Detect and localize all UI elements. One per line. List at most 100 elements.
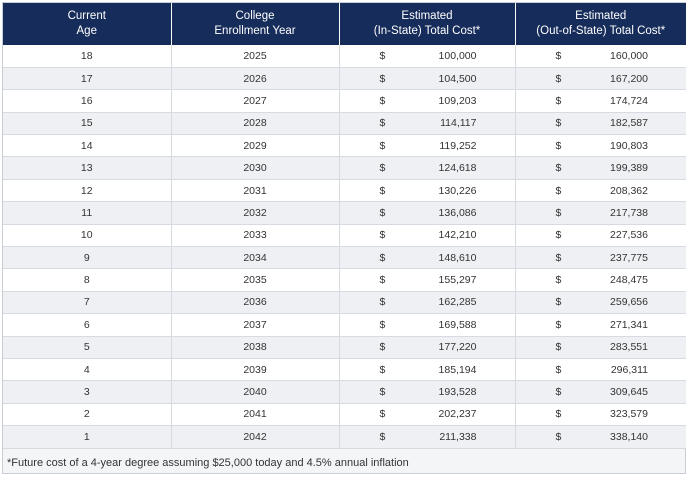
table-header: Current Age College Enrollment Year Esti…	[3, 3, 686, 45]
cost-amount: 160,000	[610, 49, 648, 62]
cell-in-state-cost: $130,226	[339, 179, 516, 203]
cell-enrollment-year: 2031	[171, 179, 340, 203]
table-row: 15 2028 $114,117 $182,587	[3, 112, 686, 136]
currency-symbol: $	[379, 206, 386, 219]
cost-amount: 227,536	[610, 229, 648, 242]
cell-in-state-cost: $136,086	[339, 201, 516, 225]
currency-symbol: $	[555, 162, 562, 175]
cost-amount: 237,775	[610, 251, 648, 264]
cell-enrollment-year: 2033	[171, 224, 340, 248]
cost-amount: 100,000	[438, 49, 477, 62]
cell-in-state-cost: $148,610	[339, 246, 516, 270]
cost-amount: 296,311	[610, 363, 648, 376]
cell-current-age: 8	[3, 268, 172, 292]
cost-amount: 283,551	[610, 341, 648, 354]
currency-symbol: $	[379, 341, 386, 354]
currency-symbol: $	[555, 117, 562, 130]
header-current-age-line2: Age	[76, 25, 97, 37]
cost-amount: 142,210	[438, 229, 477, 242]
cell-out-of-state-cost: $237,775	[515, 246, 686, 270]
header-enrollment-year-line2: Enrollment Year	[214, 25, 296, 37]
currency-symbol: $	[379, 229, 386, 242]
header-in-state-cost-line1: Estimated	[401, 10, 453, 22]
table-body: 18 2025 $100,000 $160,000 17 2026 $104,500 $167…	[3, 45, 686, 449]
currency-symbol: $	[379, 318, 386, 331]
currency-symbol: $	[379, 184, 386, 197]
cost-amount: 185,194	[438, 363, 477, 376]
currency-symbol: $	[379, 408, 386, 421]
cost-amount: 109,203	[438, 94, 477, 107]
cell-out-of-state-cost: $217,738	[515, 201, 686, 225]
cost-amount: 271,341	[610, 318, 648, 331]
header-out-of-state-cost-line1: Estimated	[575, 10, 627, 22]
college-cost-table: Current Age College Enrollment Year Esti…	[3, 3, 686, 449]
cell-current-age: 11	[3, 201, 172, 225]
cost-amount: 202,237	[438, 408, 477, 421]
currency-symbol: $	[379, 139, 386, 152]
cost-amount: 259,656	[610, 296, 648, 309]
table-row: 4 2039 $185,194 $296,311	[3, 358, 686, 382]
cell-in-state-cost: $162,285	[339, 291, 516, 315]
currency-symbol: $	[555, 408, 562, 421]
cost-amount: 124,618	[438, 162, 477, 175]
cell-in-state-cost: $169,588	[339, 313, 516, 337]
cost-amount: 323,579	[610, 408, 648, 421]
cell-enrollment-year: 2026	[171, 67, 340, 91]
cell-enrollment-year: 2027	[171, 89, 340, 113]
currency-symbol: $	[555, 386, 562, 399]
currency-symbol: $	[555, 184, 562, 197]
cell-out-of-state-cost: $309,645	[515, 380, 686, 404]
table-row: 11 2032 $136,086 $217,738	[3, 201, 686, 225]
cell-current-age: 14	[3, 134, 172, 158]
currency-symbol: $	[555, 251, 562, 264]
table-row: 1 2042 $211,338 $338,140	[3, 425, 686, 449]
cell-current-age: 18	[3, 45, 172, 68]
cell-in-state-cost: $100,000	[339, 45, 516, 68]
cell-in-state-cost: $119,252	[339, 134, 516, 158]
cell-enrollment-year: 2035	[171, 268, 340, 292]
cost-amount: 182,587	[610, 117, 648, 130]
cell-enrollment-year: 2030	[171, 156, 340, 180]
cell-current-age: 1	[3, 425, 172, 449]
cell-current-age: 7	[3, 291, 172, 315]
cell-out-of-state-cost: $182,587	[515, 112, 686, 136]
currency-symbol: $	[379, 94, 386, 107]
currency-symbol: $	[379, 251, 386, 264]
cost-amount: 208,362	[610, 184, 648, 197]
cell-enrollment-year: 2025	[171, 45, 340, 68]
table-row: 9 2034 $148,610 $237,775	[3, 246, 686, 270]
cell-in-state-cost: $202,237	[339, 403, 516, 427]
cell-current-age: 10	[3, 224, 172, 248]
table-row: 18 2025 $100,000 $160,000	[3, 45, 686, 68]
currency-symbol: $	[555, 341, 562, 354]
cost-amount: 193,528	[438, 386, 477, 399]
table-row: 13 2030 $124,618 $199,389	[3, 156, 686, 180]
cell-enrollment-year: 2032	[171, 201, 340, 225]
cell-current-age: 17	[3, 67, 172, 91]
cost-amount: 148,610	[438, 251, 477, 264]
currency-symbol: $	[555, 72, 562, 85]
table-row: 12 2031 $130,226 $208,362	[3, 179, 686, 203]
cell-in-state-cost: $142,210	[339, 224, 516, 248]
currency-symbol: $	[555, 363, 562, 376]
currency-symbol: $	[379, 296, 386, 309]
cost-amount: 190,803	[610, 139, 648, 152]
cost-amount: 136,086	[438, 206, 477, 219]
currency-symbol: $	[555, 430, 562, 443]
cell-enrollment-year: 2029	[171, 134, 340, 158]
cell-current-age: 16	[3, 89, 172, 113]
header-enrollment-year: College Enrollment Year	[171, 3, 340, 45]
cell-enrollment-year: 2028	[171, 112, 340, 136]
cell-in-state-cost: $124,618	[339, 156, 516, 180]
header-out-of-state-cost: Estimated (Out-of-State) Total Cost*	[515, 3, 686, 45]
cost-amount: 338,140	[610, 430, 648, 443]
cell-out-of-state-cost: $227,536	[515, 224, 686, 248]
cell-enrollment-year: 2034	[171, 246, 340, 270]
table-row: 5 2038 $177,220 $283,551	[3, 336, 686, 359]
cell-out-of-state-cost: $160,000	[515, 45, 686, 68]
currency-symbol: $	[379, 162, 386, 175]
cost-amount: 177,220	[438, 341, 477, 354]
table-row: 7 2036 $162,285 $259,656	[3, 291, 686, 315]
currency-symbol: $	[379, 274, 386, 287]
cell-out-of-state-cost: $167,200	[515, 67, 686, 91]
